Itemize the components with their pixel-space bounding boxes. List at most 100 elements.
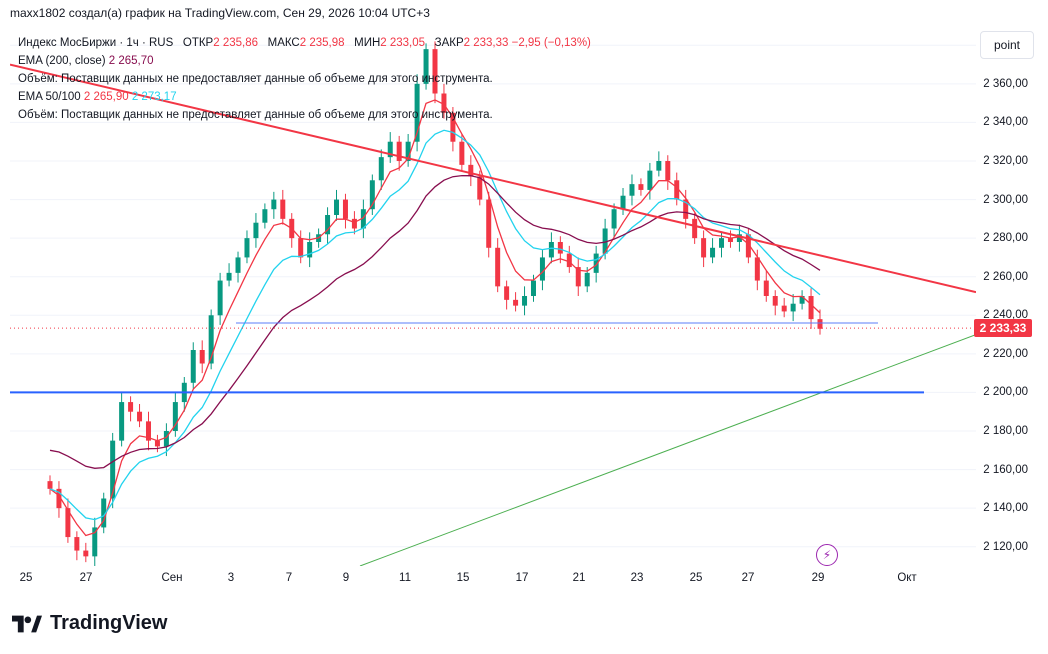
price-chart[interactable] bbox=[9, 26, 977, 567]
price-tick-label: 2 360,00 bbox=[983, 77, 1028, 90]
change-value: −2,95 (−0,13%) bbox=[511, 37, 591, 49]
candle-body bbox=[566, 253, 572, 268]
candle-body bbox=[530, 280, 536, 296]
candle-body bbox=[414, 83, 420, 142]
time-tick-label: 25 bbox=[19, 572, 33, 584]
candle-body bbox=[190, 350, 196, 383]
chart-attribution: maxx1802 создал(а) график на TradingView… bbox=[10, 6, 430, 20]
candle-body bbox=[208, 315, 214, 364]
time-tick-label: 23 bbox=[630, 572, 644, 584]
candle-body bbox=[65, 508, 71, 538]
candle-body bbox=[378, 157, 384, 181]
open-label: ОТКР bbox=[182, 37, 214, 49]
candle-body bbox=[325, 215, 331, 235]
candle-body bbox=[342, 199, 348, 219]
legend-symbol-row: Индекс МосБиржи · 1ч · RUS ОТКР2 235,86 … bbox=[18, 34, 591, 52]
time-axis[interactable]: 25 27 Сен 3 7 9 11 15 17 21 23 25 27 29 Окт bbox=[10, 566, 976, 592]
candle-body bbox=[262, 209, 268, 223]
time-tick-label: Окт bbox=[897, 572, 917, 584]
candle-body bbox=[387, 141, 393, 158]
legend-volume-row-1: Объём: Поставщик данных не предоставляет… bbox=[18, 70, 591, 88]
candle-body bbox=[665, 161, 671, 181]
candle-body bbox=[683, 199, 689, 219]
time-tick-label: 17 bbox=[515, 572, 529, 584]
candle-body bbox=[504, 286, 510, 300]
open-value: 2 235,86 bbox=[213, 37, 258, 49]
candle-body bbox=[629, 184, 635, 196]
candle-body bbox=[548, 242, 554, 258]
candle-body bbox=[280, 199, 286, 219]
price-tick-label: 2 300,00 bbox=[983, 193, 1028, 206]
price-tick-label: 2 180,00 bbox=[983, 425, 1028, 437]
price-tick-label: 2 260,00 bbox=[983, 270, 1028, 283]
candle-body bbox=[423, 49, 429, 84]
price-tick-label: 2 240,00 bbox=[983, 309, 1028, 322]
candle-body bbox=[101, 498, 107, 528]
scale-mode-button[interactable]: point bbox=[980, 31, 1034, 59]
candle-body bbox=[235, 257, 241, 273]
price-tick-label: 2 160,00 bbox=[983, 463, 1028, 476]
candle-body bbox=[432, 49, 438, 94]
candle-body bbox=[486, 199, 492, 248]
candle-body bbox=[710, 247, 716, 258]
candle-body bbox=[477, 176, 483, 200]
tradingview-wordmark: TradingView bbox=[50, 612, 168, 634]
candle-body bbox=[110, 440, 116, 499]
candle-body bbox=[172, 402, 178, 431]
ema100-line bbox=[49, 129, 821, 521]
time-tick-label: 15 bbox=[456, 572, 470, 584]
candle-body bbox=[620, 195, 626, 210]
candle-body bbox=[74, 537, 80, 551]
lightning-icon[interactable]: ⚡ bbox=[816, 544, 838, 566]
candle-body bbox=[656, 161, 662, 171]
candle-body bbox=[128, 402, 134, 412]
candle-body bbox=[56, 488, 62, 509]
candle-body bbox=[539, 257, 545, 281]
price-tick-label: 2 140,00 bbox=[983, 502, 1028, 515]
candle-body bbox=[736, 234, 742, 242]
candle-body bbox=[468, 164, 474, 177]
ema200-value: 2 265,70 bbox=[108, 55, 154, 67]
high-value: 2 235,98 bbox=[299, 37, 345, 49]
tradingview-logo[interactable]: TradingView bbox=[12, 612, 167, 635]
candle-body bbox=[727, 238, 733, 242]
candle-body bbox=[307, 242, 313, 258]
legend-ema50-row[interactable]: EMA 50/100 2 265,90 2 273,17 bbox=[18, 88, 591, 106]
price-axis[interactable]: 2 380,002 360,002 340,002 320,002 300,00… bbox=[974, 26, 1038, 566]
candle-body bbox=[450, 112, 456, 142]
time-tick-label: Сен bbox=[161, 572, 183, 584]
candle-body bbox=[271, 199, 277, 210]
candle-body bbox=[745, 234, 751, 258]
chart-canvas[interactable] bbox=[9, 26, 977, 567]
candle-body bbox=[647, 170, 653, 190]
candle-body bbox=[701, 238, 707, 258]
candle-body bbox=[396, 141, 402, 161]
current-price-badge: 2 233,33 bbox=[974, 319, 1032, 338]
candle-body bbox=[298, 238, 304, 258]
candle-body bbox=[334, 199, 340, 215]
ema100-value: 2 273,17 bbox=[131, 91, 177, 103]
candle-body bbox=[790, 303, 796, 312]
low-label: МИН bbox=[354, 37, 381, 49]
candle-body bbox=[692, 218, 698, 239]
ema200-label: EMA (200, close) bbox=[18, 55, 106, 67]
candle-body bbox=[584, 272, 590, 287]
candle-body bbox=[244, 238, 250, 258]
time-tick-label: 29 bbox=[811, 572, 825, 584]
symbol-name[interactable]: Индекс МосБиржи · 1ч · RUS bbox=[18, 37, 174, 49]
time-tick-label: 25 bbox=[689, 572, 703, 584]
time-tick-label: 27 bbox=[741, 572, 755, 584]
candle-body bbox=[92, 527, 98, 557]
close-value: 2 233,33 bbox=[463, 37, 509, 49]
candle-body bbox=[405, 141, 411, 161]
candle-body bbox=[351, 218, 357, 229]
price-tick-label: 2 320,00 bbox=[983, 155, 1028, 167]
legend-volume-row-2: Объём: Поставщик данных не предоставляет… bbox=[18, 106, 591, 124]
time-tick-label: 9 bbox=[342, 572, 350, 584]
tv-logo-icon bbox=[12, 615, 42, 632]
candle-body bbox=[226, 272, 232, 281]
candle-body bbox=[593, 253, 599, 273]
candle-body bbox=[137, 411, 143, 422]
legend-ema200-row[interactable]: EMA (200, close) 2 265,70 bbox=[18, 52, 591, 70]
chart-legend: Индекс МосБиржи · 1ч · RUS ОТКР2 235,86 … bbox=[18, 34, 591, 124]
